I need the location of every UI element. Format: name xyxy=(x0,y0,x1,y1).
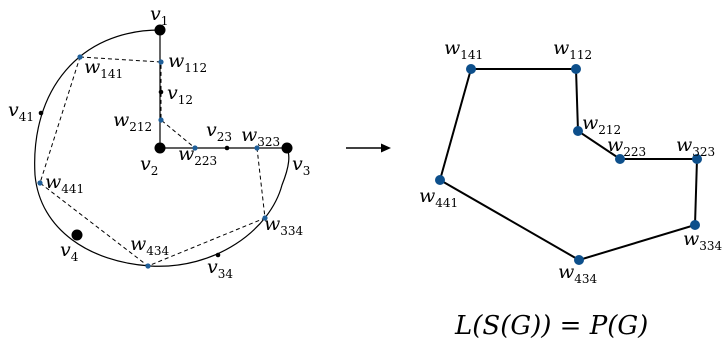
label-w434-left: w434 xyxy=(130,233,170,258)
point-w223-left xyxy=(192,145,198,151)
label-w212-right: w212 xyxy=(582,112,621,137)
point-w141-right xyxy=(466,64,476,74)
label-v2: v2 xyxy=(140,153,158,178)
label-v23: v23 xyxy=(206,119,232,144)
label-w334-left: w334 xyxy=(264,213,304,238)
point-w441-right xyxy=(435,175,445,185)
label-w112-left: w112 xyxy=(168,50,207,75)
point-w323-left xyxy=(254,145,260,151)
label-w223-left: w223 xyxy=(178,143,217,168)
label-v1: v1 xyxy=(150,3,168,28)
point-w112-left xyxy=(158,59,164,65)
label-w323-left: w323 xyxy=(241,124,280,149)
point-w212-left xyxy=(158,117,164,123)
point-v41 xyxy=(38,110,44,116)
point-w334-left xyxy=(262,215,268,221)
label-w141-left: w141 xyxy=(84,56,123,81)
polygon-outline xyxy=(438,68,699,262)
point-v12 xyxy=(158,89,164,95)
label-v4: v4 xyxy=(60,239,79,264)
label-w112-right: w112 xyxy=(553,37,592,62)
left-graph: v1 v2 v3 v4 v12 v23 v34 v41 w141 w112 w2… xyxy=(8,3,310,281)
label-v41: v41 xyxy=(8,99,34,124)
right-polygon: w141 w112 w212 w223 w323 w334 w434 w441 xyxy=(419,37,723,286)
label-w334-right: w334 xyxy=(683,228,723,253)
label-w441-left: w441 xyxy=(45,171,84,196)
transform-arrow xyxy=(346,143,391,153)
label-v34: v34 xyxy=(207,256,233,281)
vertex-v2 xyxy=(154,142,166,154)
point-w441-left xyxy=(37,180,43,186)
label-v3: v3 xyxy=(292,153,310,178)
vertex-v3 xyxy=(281,142,293,154)
point-w223-right xyxy=(615,154,625,164)
point-w212-right xyxy=(573,126,583,136)
point-w323-right xyxy=(692,154,702,164)
label-v12: v12 xyxy=(167,82,193,107)
formula: L(S(G)) = P(G) xyxy=(454,311,648,341)
label-w141-right: w141 xyxy=(444,37,483,62)
point-w434-right xyxy=(574,255,584,265)
label-w223-right: w223 xyxy=(607,134,646,159)
label-w323-right: w323 xyxy=(676,134,715,159)
point-w141-left xyxy=(77,54,83,60)
vertex-v1 xyxy=(154,24,166,36)
point-w112-right xyxy=(571,64,581,74)
vertex-v4 xyxy=(71,229,83,241)
point-v34 xyxy=(215,252,221,258)
label-w441-right: w441 xyxy=(419,185,458,210)
point-w334-right xyxy=(690,220,700,230)
outer-arc xyxy=(34,29,290,267)
label-w434-right: w434 xyxy=(558,261,598,286)
point-v23 xyxy=(224,145,230,151)
point-w434-left xyxy=(145,263,151,269)
label-w212-left: w212 xyxy=(113,109,152,134)
